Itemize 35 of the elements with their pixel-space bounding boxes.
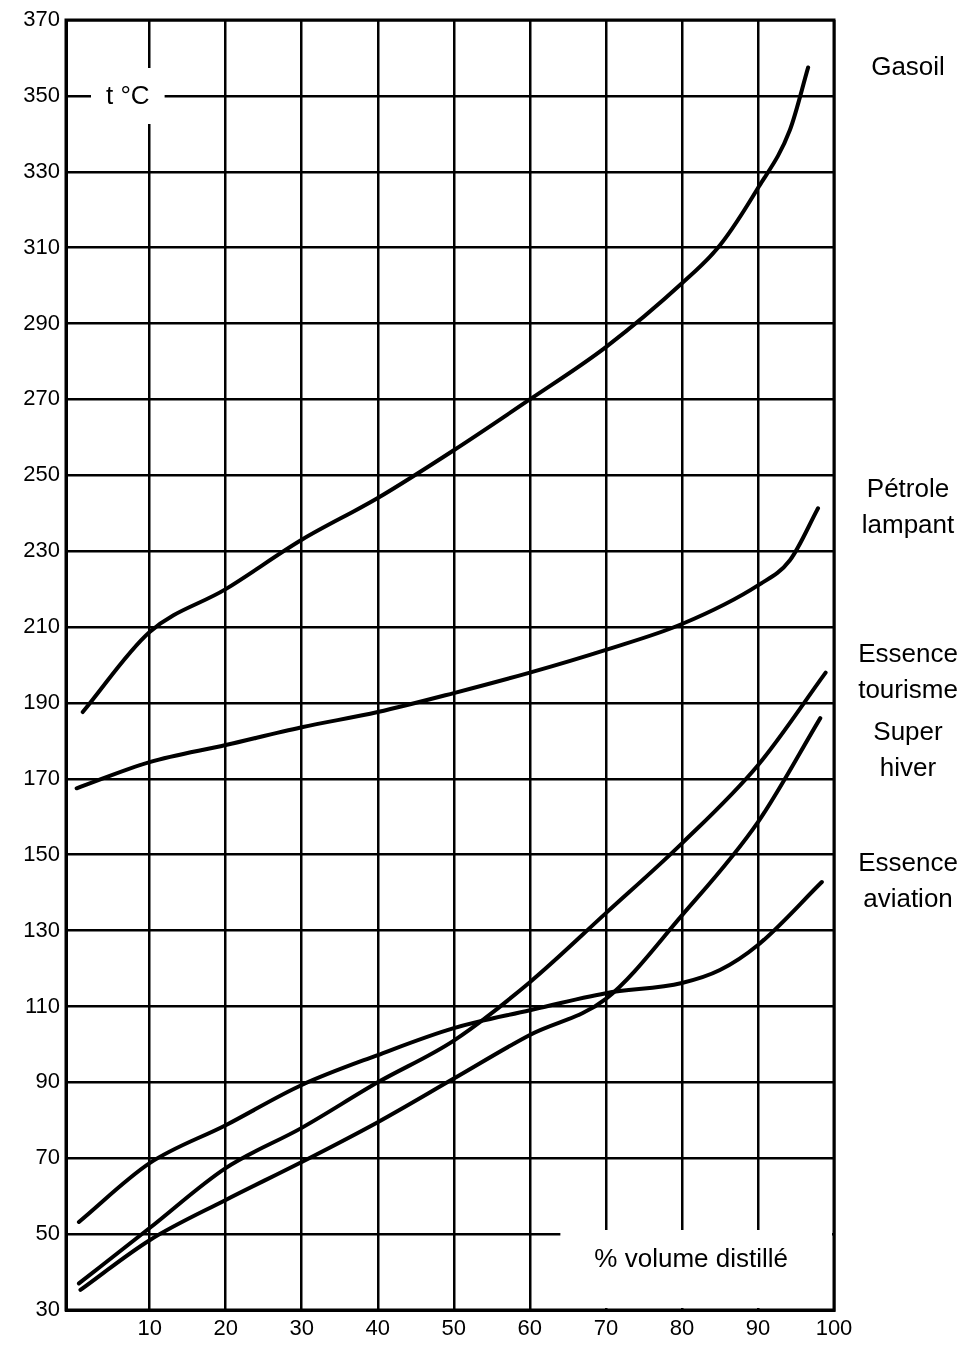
- x-tick-label: 50: [441, 1315, 467, 1341]
- x-tick-label: 40: [365, 1315, 390, 1341]
- x-tick-label: 70: [593, 1315, 619, 1341]
- x-tick-label: 30: [289, 1315, 314, 1341]
- series-label: Essence tourisme: [858, 637, 958, 704]
- x-tick-label: 10: [137, 1315, 162, 1341]
- y-tick-label: 230: [23, 537, 60, 563]
- y-tick-label: 250: [23, 461, 60, 487]
- y-tick-label: 190: [23, 689, 60, 714]
- y-tick-label: 50: [35, 1220, 60, 1246]
- x-tick-label: 100: [815, 1315, 853, 1341]
- y-tick-label: 90: [35, 1068, 60, 1094]
- text: Super hiver: [873, 715, 944, 782]
- y-tick-label: 110: [24, 992, 60, 1018]
- y-tick-label: 130: [23, 916, 60, 942]
- y-tick-label: 150: [23, 840, 60, 866]
- y-tick-label: 210: [23, 613, 60, 639]
- y-tick-label: 330: [23, 157, 60, 183]
- y-tick-label: 290: [23, 309, 60, 335]
- y-tick-label: 170: [23, 764, 60, 790]
- x-tick-label: 90: [745, 1315, 771, 1341]
- series-label: Pétrole lampant: [861, 473, 956, 540]
- series-label: Essence aviation: [858, 847, 958, 914]
- y-tick-label: 270: [23, 385, 60, 411]
- y-tick-label: 310: [23, 233, 60, 259]
- x-axis-title: % volume distillé: [594, 1243, 789, 1274]
- x-tick-label: 60: [517, 1315, 543, 1341]
- y-axis-title: t °C: [106, 80, 150, 111]
- y-tick-label: 350: [23, 81, 60, 107]
- y-tick-label: 30: [35, 1296, 60, 1322]
- y-tick-label: 70: [35, 1144, 60, 1170]
- x-tick-label: 80: [669, 1315, 695, 1341]
- x-tick-label: 20: [213, 1315, 238, 1341]
- y-tick-label: 370: [23, 6, 60, 32]
- text: Gasoil: [871, 50, 945, 81]
